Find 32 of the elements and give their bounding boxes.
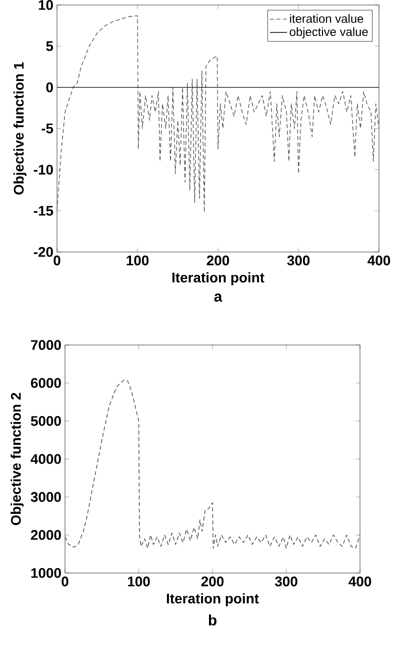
y-tick-label: -5 (42, 124, 54, 134)
x-tick-label: 400 (368, 256, 390, 266)
y-tick-label: 10 (38, 0, 53, 10)
text: b (208, 614, 216, 626)
x-tick-label: 200 (201, 576, 224, 586)
y-tick-label: -10 (34, 164, 53, 175)
y-tick-label: 4000 (30, 454, 61, 464)
x-tick-label: 0 (62, 576, 68, 586)
x-tick-label: 400 (348, 576, 372, 586)
y-tick-label: -20 (34, 247, 53, 257)
legend-label: objective value (290, 27, 368, 38)
y-tick-label: 0 (46, 82, 53, 92)
legend-label: iteration value (290, 14, 364, 23)
line-series (57, 15, 380, 213)
x-tick-label: 300 (274, 576, 298, 586)
y-tick-label: 2000 (30, 530, 61, 540)
x-tick-label: 100 (128, 576, 150, 586)
y-tick-label: 5000 (30, 416, 61, 426)
y-tick-label: 1000 (31, 568, 61, 578)
y-tick-label: 5 (46, 41, 54, 52)
y-tick-label: 7000 (31, 340, 61, 350)
x-axis-title: Iteration point (172, 272, 264, 286)
y-tick-label: 3000 (30, 492, 61, 502)
x-tick-label: 100 (126, 256, 149, 266)
y-tick-label: 6000 (30, 378, 61, 388)
x-tick-label: 300 (287, 256, 310, 266)
x-tick-label: 200 (206, 256, 230, 266)
x-axis-title: Iteration point (166, 593, 259, 606)
text: a (214, 294, 222, 302)
y-tick-label: -15 (34, 206, 54, 216)
y-axis-title: Objective function 1 (13, 62, 26, 195)
y-axis-title: Objective function 2 (10, 392, 24, 526)
